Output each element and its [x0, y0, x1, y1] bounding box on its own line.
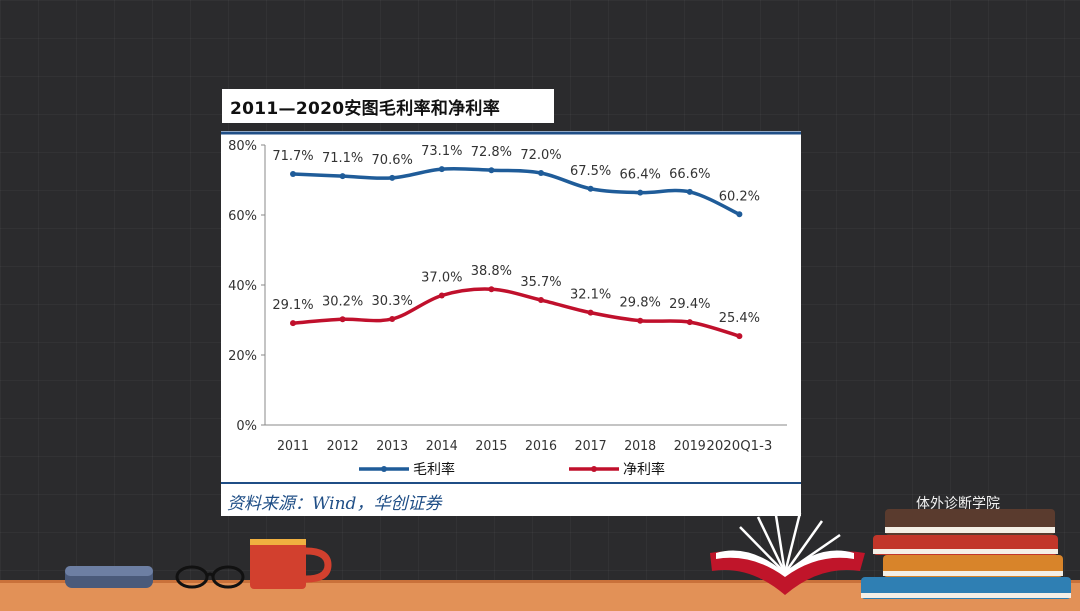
- x-tick-label: 2015: [475, 439, 507, 454]
- data-label: 25.4%: [719, 311, 760, 326]
- data-point: [488, 286, 495, 293]
- data-label: 29.4%: [669, 297, 710, 312]
- data-point: [637, 189, 644, 196]
- data-point: [438, 166, 445, 173]
- data-label: 71.1%: [322, 151, 363, 166]
- source-note: 资料来源：Wind，华创证券: [227, 494, 442, 514]
- x-tick-label: 2018: [624, 439, 656, 454]
- data-label: 38.8%: [471, 264, 512, 279]
- data-label: 29.8%: [620, 296, 661, 311]
- data-label: 60.2%: [719, 189, 760, 204]
- data-point: [587, 185, 594, 192]
- data-label: 37.0%: [421, 271, 462, 286]
- data-point: [736, 333, 743, 340]
- data-point: [488, 167, 495, 174]
- y-tick-label: 40%: [228, 279, 257, 294]
- y-tick-label: 20%: [228, 349, 257, 364]
- data-point: [538, 170, 544, 176]
- x-tick-label: 2019: [674, 439, 706, 454]
- data-point: [389, 315, 396, 322]
- glasses-icon: [175, 565, 245, 589]
- data-point: [587, 309, 594, 316]
- x-tick-label: 2014: [426, 439, 458, 454]
- chart-title-box: 2011—2020安图毛利率和净利率: [222, 89, 554, 123]
- data-label: 73.1%: [421, 144, 462, 159]
- line-chart: 0% 20% 40% 60% 80% 2011 2012 2013 2014 2015 2016 20…: [221, 131, 801, 484]
- data-point: [339, 316, 346, 323]
- data-point: [686, 188, 693, 195]
- data-label: 66.6%: [669, 167, 710, 182]
- y-tick-label: 80%: [228, 139, 257, 154]
- data-point: [538, 297, 544, 304]
- chart-title: 2011—2020安图毛利率和净利率: [230, 98, 501, 119]
- data-label: 29.1%: [272, 298, 313, 313]
- data-label: 35.7%: [520, 275, 561, 290]
- x-tick-label: 2016: [525, 439, 557, 454]
- data-label: 30.3%: [372, 294, 413, 309]
- legend-label: 毛利率: [413, 461, 455, 478]
- data-label: 70.6%: [372, 153, 413, 168]
- open-book-icon: [710, 508, 865, 595]
- x-tick-label: 2020Q1-3: [706, 439, 772, 454]
- x-tick-label: 2011: [277, 439, 309, 454]
- data-label: 67.5%: [570, 164, 611, 179]
- coffee-mug-icon: [250, 539, 332, 589]
- data-label: 72.8%: [471, 145, 512, 160]
- y-tick-label: 0%: [236, 419, 257, 434]
- legend-marker: [591, 466, 597, 472]
- x-tick-label: 2017: [575, 439, 607, 454]
- book-stack-icon: [861, 509, 1071, 599]
- legend-marker: [381, 466, 387, 472]
- data-point: [736, 211, 743, 218]
- data-label: 72.0%: [520, 148, 561, 163]
- data-point: [389, 174, 396, 181]
- data-label: 30.2%: [322, 294, 363, 309]
- data-label: 71.7%: [272, 149, 313, 164]
- watermark-text: 体外诊断学院: [916, 496, 1000, 512]
- chart-panel: 0% 20% 40% 60% 80% 2011 2012 2013 2014 2015 2016 20…: [221, 131, 801, 516]
- data-point: [637, 317, 644, 324]
- data-label: 66.4%: [620, 168, 661, 183]
- data-point: [686, 319, 693, 326]
- eraser-icon: [65, 566, 153, 588]
- data-point: [339, 173, 346, 180]
- y-tick-label: 60%: [228, 209, 257, 224]
- data-point: [290, 320, 296, 327]
- series-line-net-margin: [292, 287, 740, 338]
- x-tick-label: 2013: [376, 439, 408, 454]
- data-point: [290, 171, 296, 178]
- data-point: [438, 292, 445, 299]
- data-label: 32.1%: [570, 288, 611, 303]
- x-tick-label: 2012: [327, 439, 359, 454]
- series-line-gross-margin: [292, 166, 741, 216]
- legend-label: 净利率: [623, 461, 665, 478]
